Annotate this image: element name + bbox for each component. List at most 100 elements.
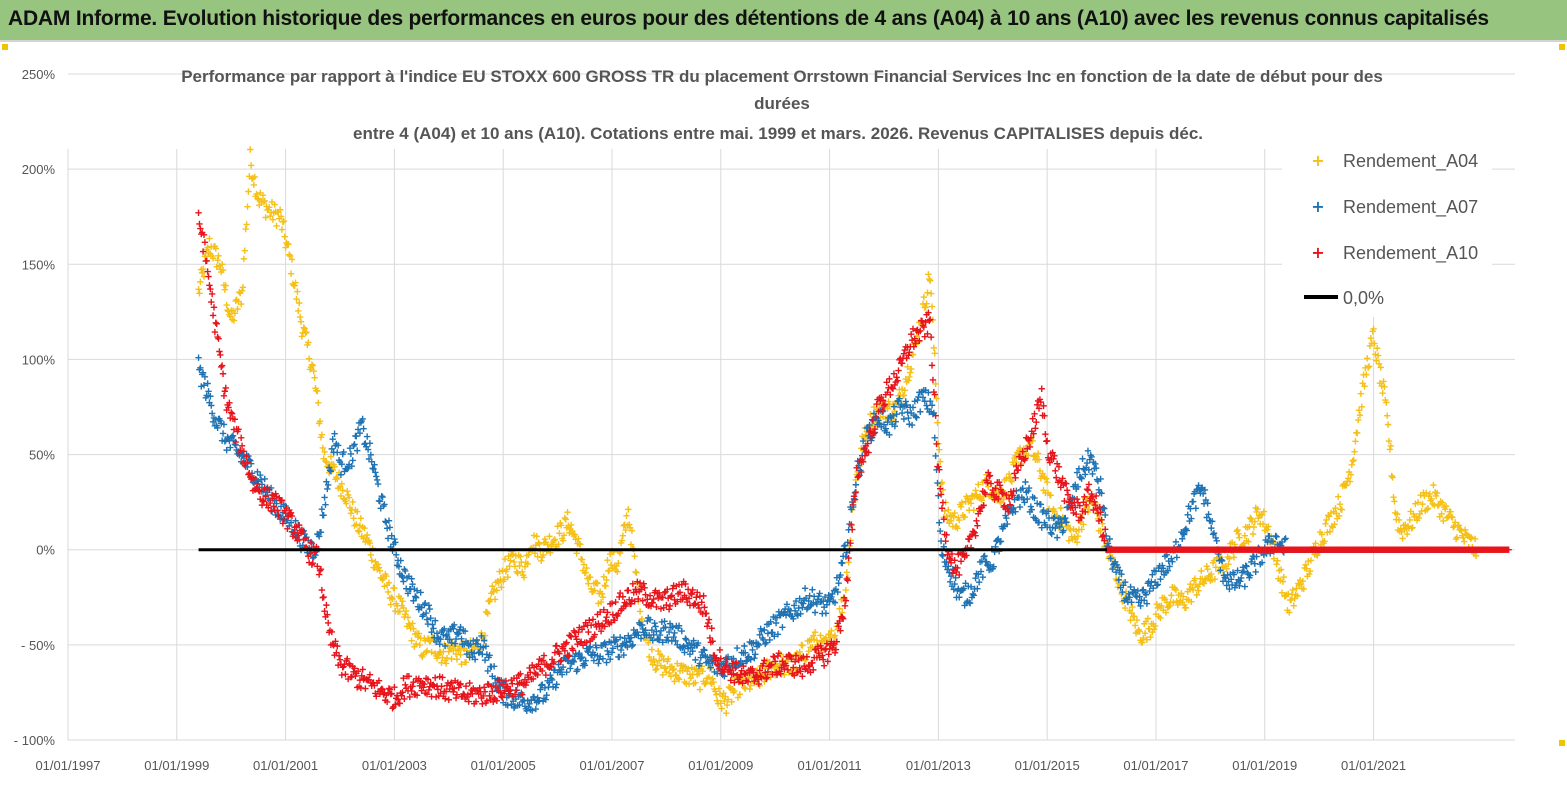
data-point-rendement-a07	[665, 628, 673, 636]
data-point-rendement-a07	[946, 569, 953, 576]
data-point-rendement-a10	[693, 594, 700, 601]
data-point-rendement-a07	[1035, 519, 1043, 526]
data-point-rendement-a07	[1198, 485, 1205, 492]
data-point-rendement-a10	[949, 570, 957, 577]
data-point-rendement-a07	[656, 631, 664, 639]
data-point-rendement-a10	[1042, 430, 1049, 438]
data-point-rendement-a04	[1289, 586, 1297, 594]
data-point-rendement-a10	[465, 698, 472, 705]
data-point-rendement-a10	[715, 665, 723, 673]
data-point-rendement-a10	[803, 653, 811, 660]
data-point-rendement-a07	[486, 652, 493, 659]
legend-label-a07: Rendement_A07	[1343, 197, 1478, 218]
data-point-rendement-a10	[237, 446, 244, 454]
data-point-rendement-a04	[1388, 472, 1395, 480]
data-point-rendement-a04	[622, 526, 629, 534]
data-point-rendement-a10	[836, 617, 843, 625]
data-point-rendement-a07	[620, 651, 627, 659]
data-point-rendement-a04	[728, 698, 735, 706]
data-point-rendement-a10	[1001, 502, 1008, 509]
data-point-rendement-a10	[601, 623, 608, 630]
data-point-rendement-a04	[1390, 494, 1397, 501]
data-point-rendement-a10	[841, 602, 849, 610]
data-point-rendement-a04	[828, 627, 835, 635]
data-point-rendement-a10	[406, 693, 414, 701]
data-point-rendement-a10	[1032, 425, 1039, 432]
data-point-rendement-a10	[703, 610, 710, 617]
data-point-rendement-a07	[707, 664, 715, 671]
data-point-rendement-a07	[208, 410, 216, 417]
data-point-rendement-a04	[1409, 524, 1416, 531]
data-point-rendement-a10	[287, 509, 295, 517]
data-point-rendement-a10	[295, 521, 303, 529]
data-point-rendement-a07	[690, 637, 697, 644]
data-point-rendement-a04	[1374, 352, 1382, 359]
data-point-rendement-a07	[553, 681, 560, 688]
data-point-rendement-a07	[334, 442, 342, 449]
data-point-rendement-a07	[977, 568, 985, 575]
data-point-rendement-a04	[1387, 442, 1394, 450]
data-point-rendement-a10	[1064, 491, 1072, 498]
data-point-rendement-a07	[692, 656, 699, 664]
data-point-rendement-a04	[1127, 617, 1134, 624]
data-point-rendement-a04	[1000, 496, 1007, 503]
data-point-rendement-a04	[338, 480, 346, 488]
data-point-rendement-a10	[609, 611, 617, 618]
data-point-rendement-a10	[221, 388, 229, 395]
data-point-rendement-a10	[929, 376, 937, 384]
data-point-rendement-a10	[553, 642, 560, 649]
data-point-rendement-a04	[1147, 633, 1154, 641]
data-point-rendement-a04	[781, 671, 788, 678]
data-point-rendement-a10	[717, 655, 724, 662]
data-point-rendement-a07	[422, 600, 429, 607]
data-point-rendement-a04	[909, 351, 917, 358]
data-point-rendement-a10	[682, 580, 689, 588]
data-point-rendement-a04	[389, 595, 396, 603]
data-point-rendement-a10	[480, 684, 488, 691]
x-tick-label: 01/01/1999	[144, 758, 209, 773]
data-point-rendement-a04	[1251, 518, 1258, 525]
data-point-rendement-a07	[397, 557, 404, 564]
data-point-rendement-a10	[858, 468, 865, 476]
data-point-rendement-a10	[655, 589, 663, 596]
data-point-rendement-a10	[1004, 508, 1012, 515]
data-point-rendement-a07	[1016, 503, 1024, 511]
data-point-rendement-a07	[1051, 514, 1058, 521]
data-point-rendement-a04	[298, 333, 306, 340]
data-point-rendement-a04	[361, 524, 368, 532]
data-point-rendement-a04	[842, 586, 850, 594]
data-point-rendement-a10	[864, 440, 871, 447]
data-point-rendement-a07	[399, 573, 406, 581]
data-point-rendement-a04	[692, 679, 699, 686]
data-point-rendement-a10	[231, 416, 239, 423]
data-point-rendement-a07	[334, 449, 341, 456]
y-tick-label: 150%	[22, 257, 56, 272]
data-point-rendement-a10	[1061, 497, 1068, 505]
data-point-rendement-a10	[534, 671, 541, 679]
data-point-rendement-a07	[422, 609, 430, 617]
data-point-rendement-a04	[562, 516, 569, 523]
data-point-rendement-a07	[761, 626, 768, 634]
data-point-rendement-a10	[868, 416, 876, 423]
data-point-rendement-a04	[606, 567, 613, 574]
data-point-rendement-a04	[343, 500, 350, 507]
data-point-rendement-a04	[556, 530, 563, 537]
data-point-rendement-a07	[1106, 535, 1113, 543]
data-point-rendement-a04	[1139, 639, 1146, 646]
data-point-rendement-a07	[742, 649, 749, 656]
data-point-rendement-a07	[951, 580, 958, 588]
data-point-rendement-a10	[744, 678, 752, 686]
data-point-rendement-a04	[638, 615, 646, 623]
data-point-rendement-a04	[924, 289, 931, 296]
data-point-rendement-a04	[1131, 622, 1139, 629]
data-point-rendement-a07	[1058, 519, 1065, 527]
data-point-rendement-a07	[1003, 514, 1010, 522]
data-point-rendement-a07	[890, 403, 898, 410]
data-point-rendement-a10	[922, 318, 929, 326]
data-point-rendement-a07	[370, 465, 377, 473]
y-tick-label: 250%	[22, 67, 56, 82]
data-point-rendement-a04	[796, 648, 803, 656]
data-point-rendement-a04	[222, 282, 229, 289]
data-point-rendement-a10	[519, 691, 526, 698]
data-point-rendement-a07	[257, 476, 265, 483]
